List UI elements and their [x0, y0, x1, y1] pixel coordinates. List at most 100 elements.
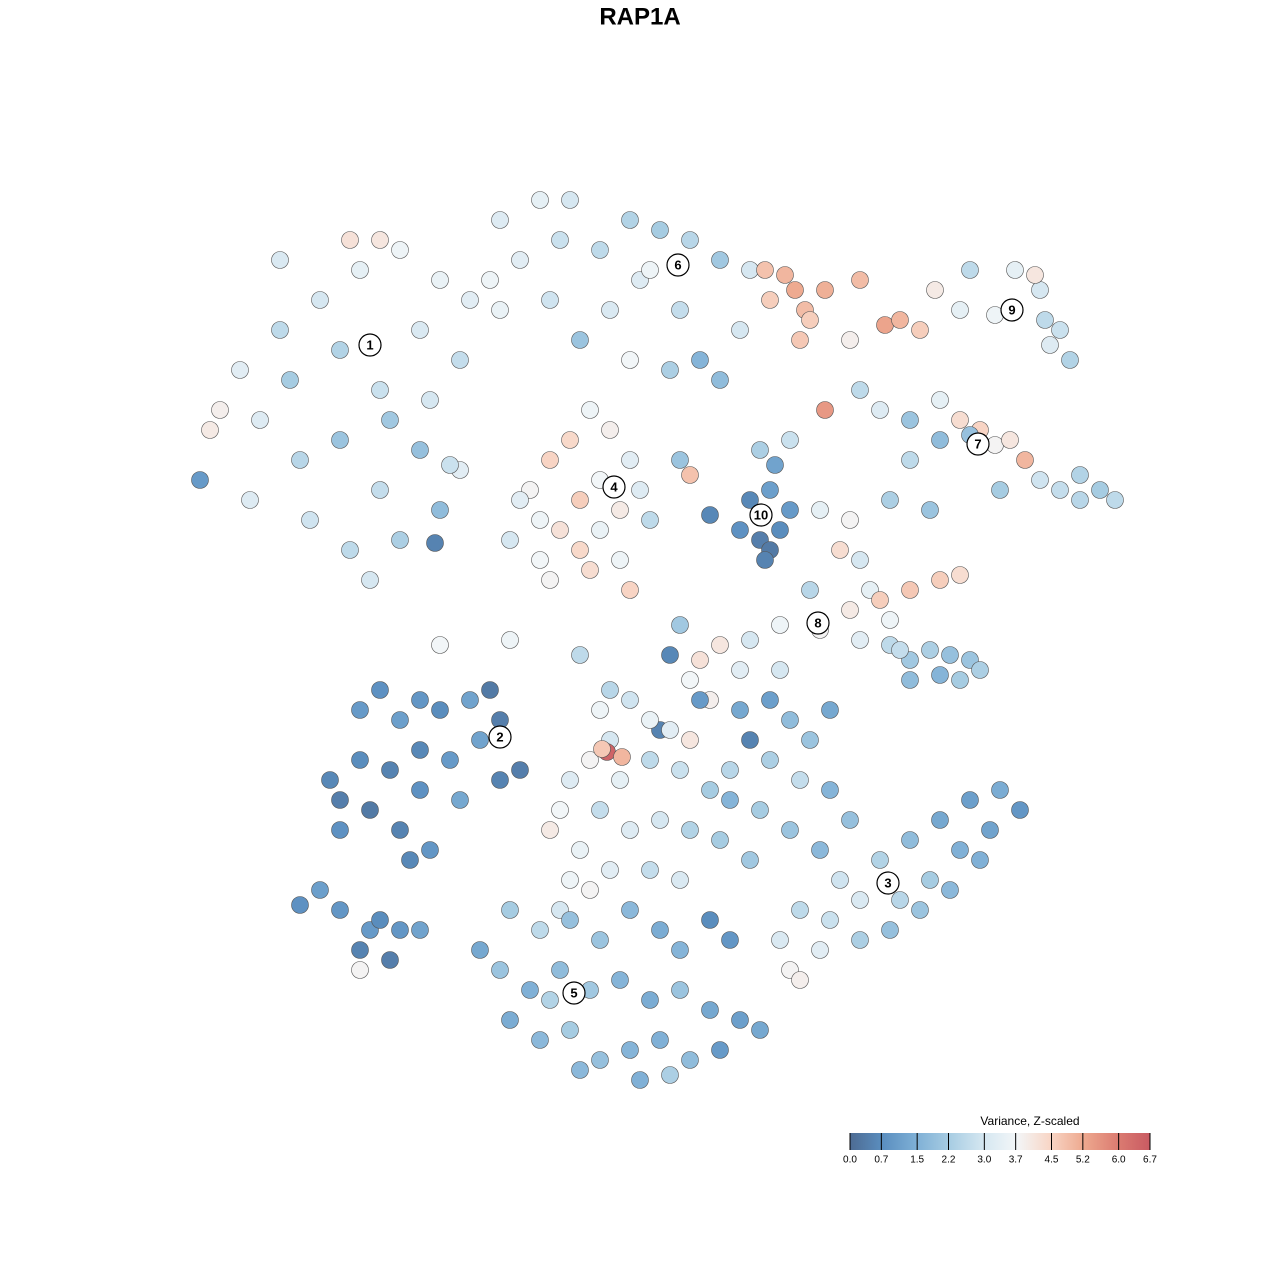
cluster-marker [876, 871, 900, 895]
point [921, 501, 939, 519]
point [661, 721, 679, 739]
point [621, 211, 639, 229]
point [611, 971, 629, 989]
point [301, 511, 319, 529]
point [501, 1011, 519, 1029]
cluster-marker [806, 611, 830, 635]
point [341, 541, 359, 559]
point [681, 466, 699, 484]
point [561, 871, 579, 889]
point [511, 761, 529, 779]
cluster-marker [966, 432, 990, 456]
point [901, 581, 919, 599]
point [1011, 801, 1029, 819]
cluster-label: 10 [754, 507, 768, 522]
point [781, 821, 799, 839]
point [871, 591, 889, 609]
point [641, 991, 659, 1009]
point [651, 921, 669, 939]
point [781, 431, 799, 449]
point [431, 271, 449, 289]
point [541, 291, 559, 309]
point [851, 381, 869, 399]
point [331, 901, 349, 919]
point [651, 811, 669, 829]
point [751, 1021, 769, 1039]
point [831, 541, 849, 559]
point [751, 441, 769, 459]
point [671, 301, 689, 319]
point [841, 811, 859, 829]
point [451, 791, 469, 809]
point [1051, 481, 1069, 499]
point [681, 671, 699, 689]
point [961, 791, 979, 809]
point [881, 611, 899, 629]
point [621, 1041, 639, 1059]
point [991, 781, 1009, 799]
colorbar-tick-label: 0.7 [874, 1155, 888, 1166]
point [511, 251, 529, 269]
point [331, 791, 349, 809]
cluster-label: 1 [366, 337, 373, 352]
point [571, 541, 589, 559]
point [741, 731, 759, 749]
point [791, 331, 809, 349]
point [421, 841, 439, 859]
point [951, 411, 969, 429]
point [481, 681, 499, 699]
point [761, 751, 779, 769]
point [781, 501, 799, 519]
points [191, 191, 1124, 1089]
point [351, 751, 369, 769]
point [671, 941, 689, 959]
point [801, 731, 819, 749]
point [551, 961, 569, 979]
point [791, 971, 809, 989]
point [961, 261, 979, 279]
point [761, 481, 779, 499]
point [651, 221, 669, 239]
point [661, 646, 679, 664]
point [621, 451, 639, 469]
point [671, 761, 689, 779]
colorbar-tick-label: 0.0 [843, 1155, 857, 1166]
point [611, 551, 629, 569]
point [331, 341, 349, 359]
point [561, 1021, 579, 1039]
point [381, 951, 399, 969]
point [1071, 491, 1089, 509]
point [701, 911, 719, 929]
point [941, 881, 959, 899]
point [471, 731, 489, 749]
point [411, 781, 429, 799]
point [541, 991, 559, 1009]
point [331, 821, 349, 839]
point [613, 748, 631, 766]
point [611, 501, 629, 519]
point [851, 631, 869, 649]
point [811, 841, 829, 859]
point [191, 471, 209, 489]
point [781, 711, 799, 729]
point [681, 821, 699, 839]
point [786, 281, 804, 299]
chart-title: RAP1A [599, 3, 680, 30]
point [741, 261, 759, 279]
point [821, 781, 839, 799]
point [891, 891, 909, 909]
point [381, 761, 399, 779]
point [371, 231, 389, 249]
cluster-marker [666, 253, 690, 277]
point [601, 681, 619, 699]
point [361, 571, 379, 589]
point [411, 741, 429, 759]
point [311, 291, 329, 309]
point [761, 691, 779, 709]
point [951, 841, 969, 859]
point [481, 271, 499, 289]
point [1001, 431, 1019, 449]
point [271, 251, 289, 269]
colorbar-title: Variance, Z-scaled [980, 1114, 1079, 1128]
point [1031, 281, 1049, 299]
